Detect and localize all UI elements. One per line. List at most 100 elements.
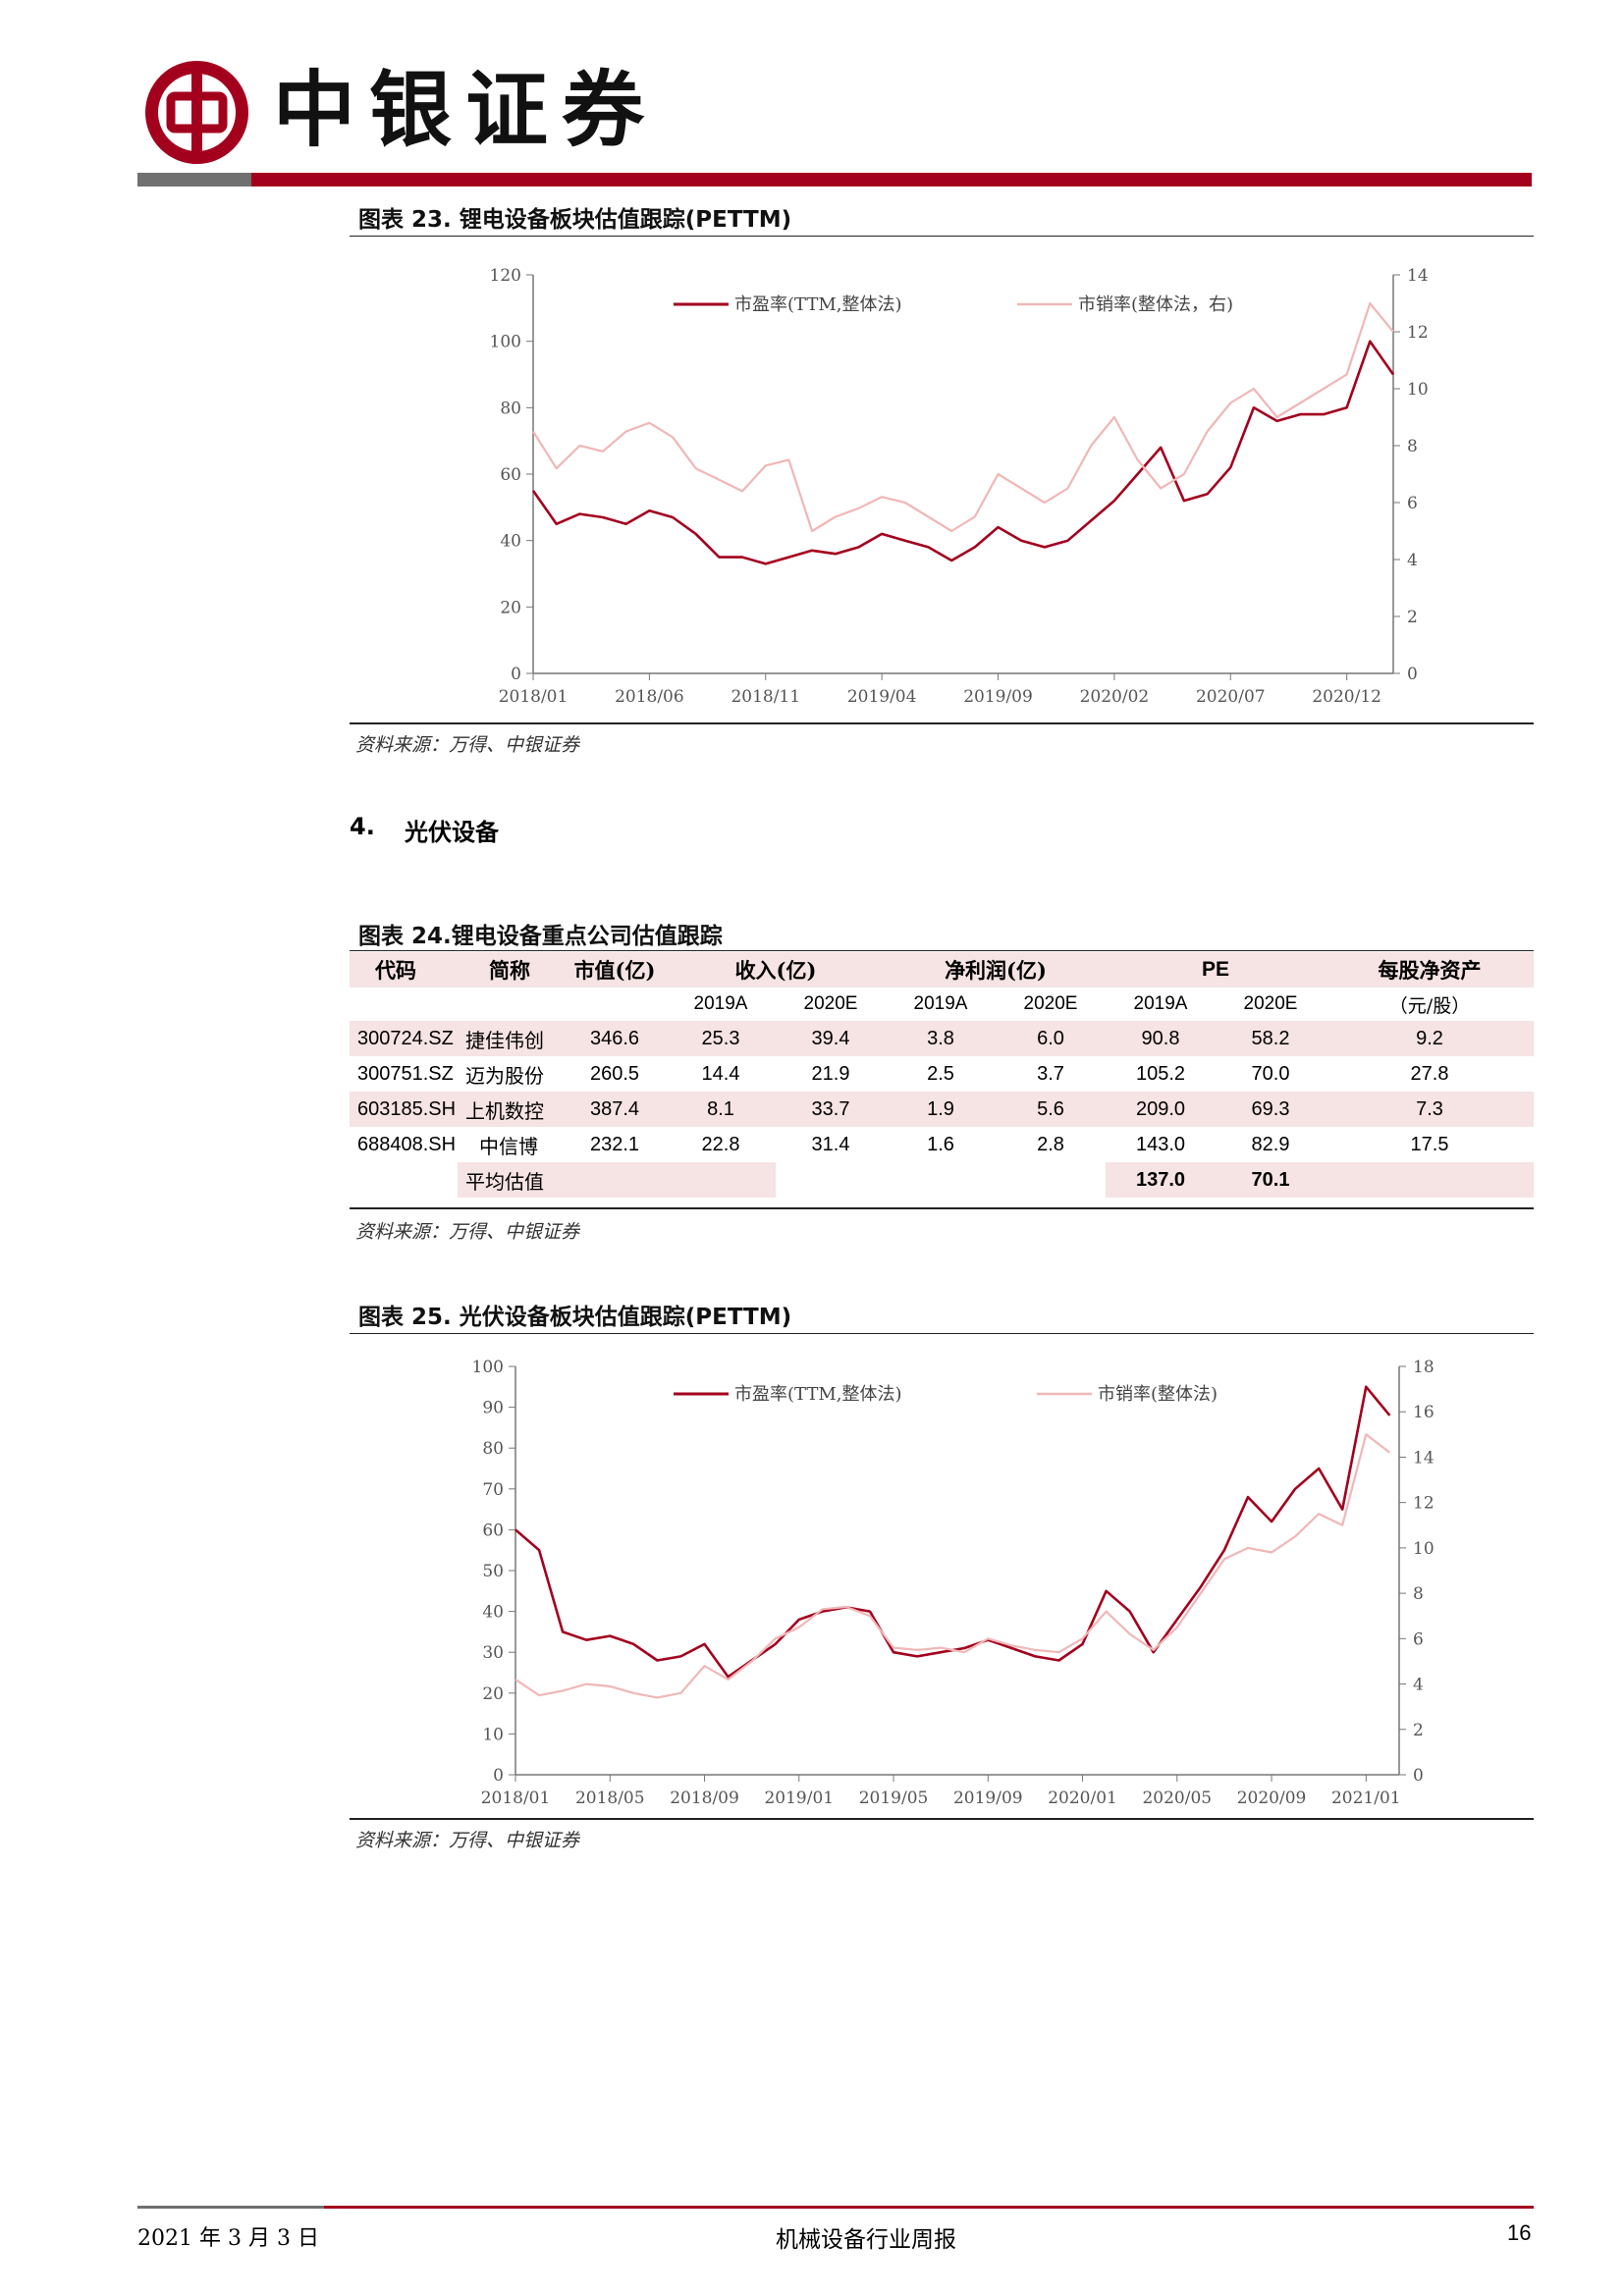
x-tick-label: 2019/01 [764, 1789, 834, 1808]
cell-rev-e: 33.7 [811, 1097, 850, 1120]
figure25-top-rule [350, 1333, 1534, 1334]
figure23-chart: 0 20 40 60 80 100 120 0 2 4 6 8 10 12 14 2018/01 2018/06… [490, 266, 1429, 707]
y-left-tick-label: 100 [472, 1358, 504, 1377]
y-right-tick-label: 16 [1413, 1403, 1435, 1422]
x-tick-label: 2018/09 [670, 1789, 739, 1808]
sub-header-pe-a: 2019A [1133, 993, 1188, 1014]
x-tick-label: 2020/09 [1237, 1789, 1307, 1808]
table-row: 688408.SH 中信博 232.1 22.8 31.4 1.6 2.8 14… [350, 1127, 1534, 1162]
figure23-top-rule [350, 236, 1534, 237]
y-left-tick-label: 50 [482, 1562, 504, 1581]
col-header-code: 代码 [375, 958, 416, 983]
figure24-top-rule [350, 950, 1534, 951]
footer-report-title: 机械设备行业周报 [776, 2227, 956, 2253]
y-left-tick-label: 40 [482, 1603, 504, 1623]
col-header-bvps: 每股净资产 [1378, 958, 1482, 983]
sub-header-np-a: 2019A [913, 993, 968, 1014]
y-right-tick-label: 0 [1413, 1766, 1424, 1786]
figure25-title: 图表 25. 光伏设备板块估值跟踪(PETTM) [358, 1305, 792, 1330]
legend-label-2: 市销率(整体法) [1098, 1384, 1218, 1405]
section-title: 光伏设备 [405, 818, 499, 846]
y-left-tick-label: 70 [482, 1480, 504, 1500]
cell-np-a: 1.9 [927, 1097, 954, 1120]
y-left-tick-label: 0 [493, 1766, 504, 1786]
y-left-tick-label: 40 [500, 532, 521, 552]
table-row: 603185.SH 上机数控 387.4 8.1 33.7 1.9 5.6 20… [350, 1092, 1534, 1127]
x-tick-label: 2018/01 [499, 687, 568, 707]
sub-header-bvps-unit: （元/股） [1388, 994, 1471, 1017]
series-line-1 [514, 1385, 1391, 1679]
valuation-table: 代码 简称 市值(亿) 收入(亿) 净利润(亿) PE 每股净资产 2019A … [350, 952, 1534, 1198]
cell-np-a: 1.6 [927, 1133, 954, 1155]
y-right-tick-label: 10 [1407, 380, 1429, 400]
y-left-tick-label: 20 [482, 1684, 504, 1704]
x-tick-label: 2018/05 [575, 1789, 645, 1808]
y-right-tick-label: 4 [1413, 1676, 1424, 1695]
cell-np-e: 3.7 [1037, 1062, 1064, 1085]
footer-line-red [324, 2206, 1534, 2209]
cell-pe-e: 58.2 [1251, 1027, 1290, 1049]
cell-average-label: 平均估值 [458, 1162, 564, 1198]
figure24-source: 资料来源：万得、中银证券 [355, 1221, 580, 1243]
footer-date: 2021 年 3 月 3 日 [137, 2226, 319, 2251]
y-right-tick-label: 6 [1413, 1629, 1424, 1649]
col-header-name: 简称 [489, 958, 530, 983]
cell-mcap: 346.6 [589, 1027, 640, 1049]
cell-pe-a: 143.0 [1135, 1133, 1186, 1155]
y-left-tick-label: 10 [482, 1725, 504, 1744]
cell-rev-e: 31.4 [811, 1133, 850, 1155]
sub-header-rev-e: 2020E [803, 993, 858, 1014]
y-right-tick-label: 6 [1407, 494, 1418, 513]
header-bar-red [251, 173, 1532, 187]
y-left-tick-label: 100 [490, 333, 521, 352]
y-right-tick-label: 4 [1407, 551, 1418, 570]
x-tick-label: 2020/02 [1080, 687, 1150, 707]
y-right-tick-label: 12 [1407, 323, 1429, 343]
cell-rev-e: 39.4 [811, 1027, 850, 1049]
y-left-tick-label: 30 [482, 1643, 504, 1663]
y-right-tick-label: 8 [1407, 437, 1418, 456]
legend-label-1: 市盈率(TTM,整体法) [734, 1384, 902, 1405]
table-row: 300724.SZ 捷佳伟创 346.6 25.3 39.4 3.8 6.0 9… [350, 1021, 1534, 1056]
cell-bvps: 17.5 [1410, 1133, 1449, 1155]
cell-bvps: 7.3 [1416, 1097, 1443, 1120]
cell-code: 300751.SZ [357, 1062, 454, 1085]
x-tick-label: 2020/01 [1048, 1789, 1117, 1808]
figure25-chart: 0 10 20 30 40 50 60 70 80 90 100 0 2 4 6 8 10 12 14 16 18 201… [472, 1358, 1435, 1808]
y-left-tick-label: 20 [500, 598, 521, 617]
cell-np-e: 5.6 [1037, 1097, 1064, 1120]
series-line-2 [532, 301, 1394, 533]
series-line-2 [514, 1433, 1391, 1699]
x-tick-label: 2018/01 [481, 1789, 551, 1808]
col-header-revenue: 收入(亿) [734, 958, 817, 983]
x-tick-label: 2019/09 [953, 1789, 1023, 1808]
y-right-tick-label: 12 [1413, 1494, 1435, 1514]
x-tick-label: 2018/11 [731, 687, 800, 707]
table-row: 300751.SZ 迈为股份 260.5 14.4 21.9 2.5 3.7 1… [350, 1056, 1534, 1092]
series-line-1 [531, 340, 1395, 565]
y-left-tick-label: 0 [511, 665, 521, 684]
y-left-tick-label: 90 [482, 1399, 504, 1418]
y-left-tick-label: 60 [482, 1521, 504, 1540]
cell-rev-a: 25.3 [701, 1027, 740, 1049]
legend-label-2: 市销率(整体法，右) [1078, 294, 1233, 315]
cell-code: 603185.SH [357, 1097, 457, 1120]
cell-np-e: 2.8 [1037, 1133, 1064, 1155]
sub-header-np-e: 2020E [1023, 993, 1078, 1014]
sub-header-pe-e: 2020E [1243, 993, 1298, 1014]
brand-name: 中银证券 [273, 61, 659, 158]
x-tick-label: 2019/09 [963, 687, 1033, 707]
y-right-tick-label: 0 [1407, 665, 1418, 684]
header-bar-grey [137, 173, 251, 187]
legend-label-1: 市盈率(TTM,整体法) [734, 294, 902, 315]
sub-header-rev-a: 2019A [693, 993, 748, 1014]
cell-mcap: 387.4 [589, 1097, 640, 1120]
cell-pe-a: 209.0 [1135, 1097, 1186, 1120]
y-right-tick-label: 10 [1413, 1539, 1435, 1559]
x-tick-label: 2020/07 [1196, 687, 1266, 707]
cell-code: 300724.SZ [357, 1027, 454, 1049]
x-tick-label: 2020/05 [1142, 1789, 1212, 1808]
y-right-tick-label: 2 [1407, 608, 1418, 627]
table-subheader-row: 2019A 2020E 2019A 2020E 2019A 2020E （元/股… [350, 988, 1534, 1021]
figure24-title: 图表 24.锂电设备重点公司估值跟踪 [358, 924, 723, 949]
